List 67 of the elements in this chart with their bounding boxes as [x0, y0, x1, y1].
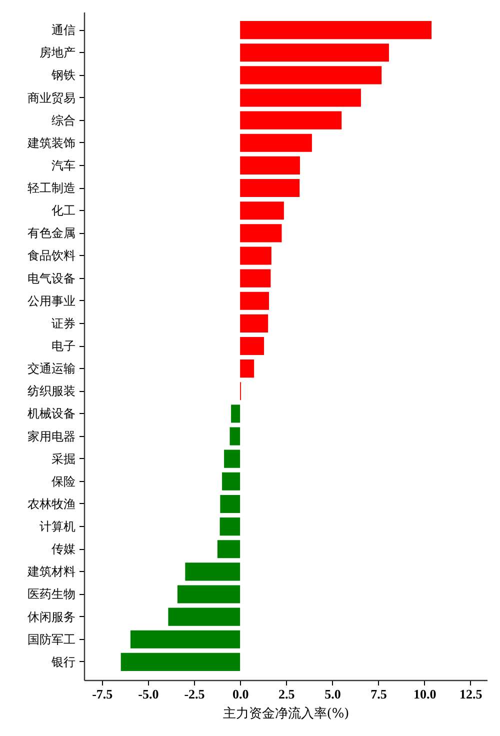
y-tick-label: 采掘	[52, 452, 76, 466]
y-tick-label: 建筑材料	[26, 564, 76, 579]
bar	[220, 494, 240, 513]
x-tick-label: -5.0	[138, 686, 159, 702]
y-tick-label: 电子	[52, 339, 76, 353]
y-tick-label: 房地产	[40, 46, 76, 60]
y-tick-label: 国防军工	[28, 632, 76, 646]
y-tick-label: 建筑装饰	[26, 136, 76, 150]
y-tick-label: 钢铁	[50, 68, 76, 82]
y-tick-label: 轻工制造	[28, 181, 76, 196]
bar	[168, 608, 240, 626]
bar	[222, 472, 240, 490]
x-tick-label: 5.0	[324, 686, 341, 702]
bar	[217, 540, 240, 558]
bar	[240, 269, 271, 288]
bar	[240, 156, 300, 174]
bar	[177, 585, 240, 604]
y-tick-label: 商业贸易	[28, 90, 76, 105]
x-tick-label: 10.0	[413, 686, 436, 702]
bar	[224, 450, 240, 468]
y-tick-label: 农林牧渔	[28, 496, 76, 511]
bar	[240, 134, 312, 152]
bar	[240, 179, 300, 198]
y-tick-label: 家用电器	[28, 429, 76, 444]
bar	[185, 562, 240, 581]
y-tick-label: 有色金属	[28, 226, 76, 240]
y-tick-label: 通信	[52, 23, 76, 38]
bar	[240, 44, 389, 62]
y-tick-label: 综合	[52, 113, 76, 128]
bar	[240, 202, 284, 220]
y-tick-label: 银行	[50, 654, 76, 669]
bar	[240, 224, 282, 242]
bar	[220, 518, 240, 536]
bar	[231, 404, 240, 423]
x-tick-label: -2.5	[184, 686, 206, 702]
y-tick-label: 保险	[52, 474, 76, 488]
x-axis-title: 主力资金净流入率(%)	[222, 706, 350, 722]
x-tick-label: 0.0	[232, 686, 249, 702]
bar	[240, 336, 264, 356]
x-tick-label: 12.5	[460, 686, 483, 702]
bar	[240, 111, 342, 130]
bar	[230, 427, 240, 446]
y-tick-label: 汽车	[52, 158, 76, 172]
y-tick-label: 电气设备	[28, 271, 76, 286]
y-tick-label: 证券	[52, 316, 76, 330]
y-tick-label: 机械设备	[28, 406, 76, 421]
y-tick-label: 传媒	[52, 542, 76, 556]
y-tick-label: 休闲服务	[28, 610, 76, 624]
x-tick-label: 2.5	[278, 686, 296, 702]
bar	[240, 66, 382, 84]
y-tick-label: 医药生物	[28, 587, 76, 602]
y-tick-label: 纺织服装	[28, 384, 76, 398]
y-tick-label: 交通运输	[28, 362, 76, 376]
bar	[240, 360, 254, 378]
x-tick-label: 7.5	[370, 686, 388, 702]
bar	[130, 630, 240, 648]
bar	[240, 88, 361, 107]
bar	[240, 246, 272, 265]
bar	[240, 21, 432, 40]
bar	[240, 292, 270, 310]
y-tick-label: 化工	[52, 204, 76, 218]
bar	[240, 314, 268, 332]
y-tick-label: 计算机	[40, 520, 76, 534]
y-tick-label: 公用事业	[28, 294, 76, 308]
bar	[120, 652, 240, 671]
y-tick-label: 食品饮料	[28, 248, 76, 263]
x-tick-label: -7.5	[92, 686, 114, 702]
